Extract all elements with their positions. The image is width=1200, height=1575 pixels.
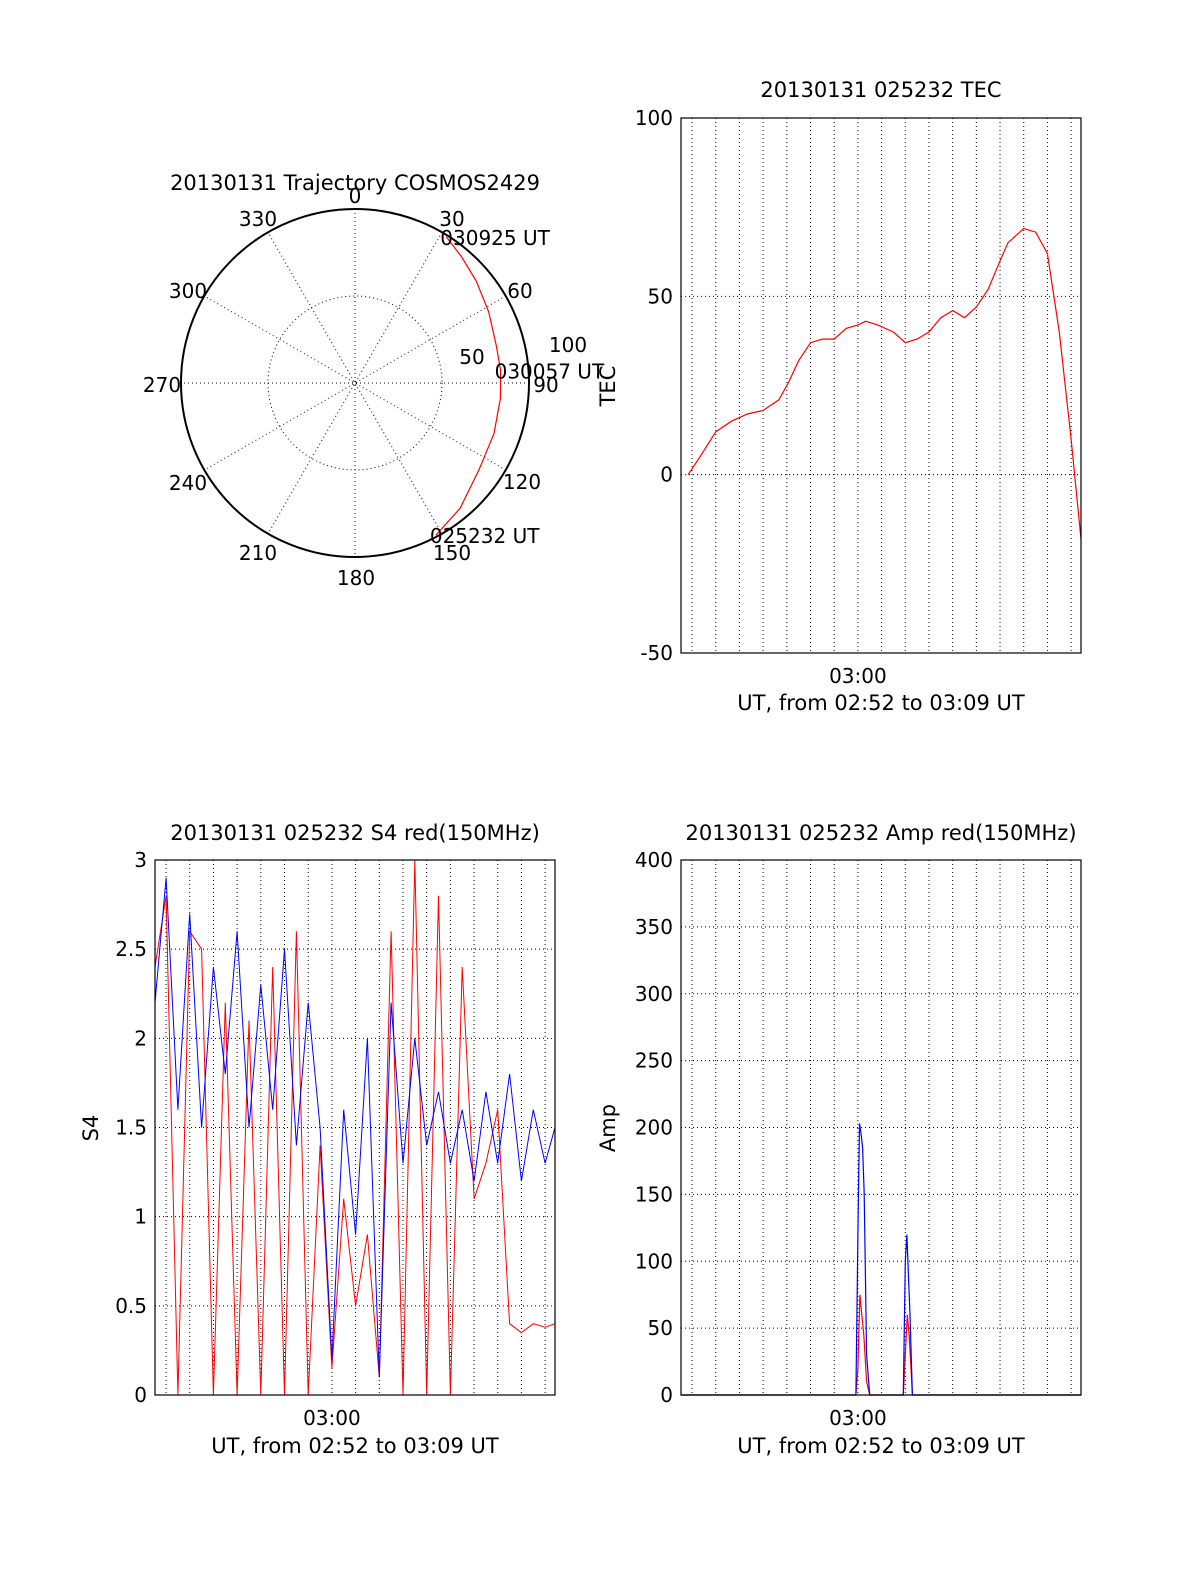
- polar-title: 20130131 Trajectory COSMOS2429: [170, 171, 540, 195]
- amp-y-ticks: 400 350 300 250 200 150 100 50 0: [635, 848, 673, 1407]
- amp-blue-series-line: [681, 1123, 1081, 1396]
- tec-title: 20130131 025232 TEC: [760, 78, 1001, 102]
- amp-ytick-label-4: 200: [635, 1116, 673, 1140]
- az-label-60: 60: [507, 279, 532, 303]
- amp-ytick-label-2: 300: [635, 982, 673, 1006]
- polar-outer-circle: [180, 208, 530, 558]
- amp-ylabel: Amp: [596, 1104, 620, 1152]
- s4-ytick-label-1: 2.5: [115, 937, 147, 961]
- az-label-330: 330: [239, 207, 277, 231]
- s4-ylabel: S4: [79, 1115, 103, 1142]
- amp-ytick-label-0: 400: [635, 848, 673, 872]
- radial-label-100: 100: [549, 333, 587, 357]
- amp-ytick-label-6: 100: [635, 1249, 673, 1273]
- tec-frame: [680, 117, 1082, 654]
- radial-label-50: 50: [459, 345, 484, 369]
- polar-annotation-0: 030925 UT: [440, 226, 550, 250]
- az-label-120: 120: [503, 470, 541, 494]
- s4-ytick-label-3: 1.5: [115, 1116, 147, 1140]
- tec-xtick-label-0: 03:00: [829, 664, 887, 688]
- amp-red-series-line: [681, 1294, 1081, 1396]
- s4-ytick-label-4: 1: [134, 1205, 147, 1229]
- s4-ytick-label-6: 0: [134, 1383, 147, 1407]
- s4-xlabel: UT, from 02:52 to 03:09 UT: [211, 1434, 499, 1458]
- amp-xlabel: UT, from 02:52 to 03:09 UT: [737, 1434, 1025, 1458]
- az-label-30: 30: [439, 207, 464, 231]
- s4-title: 20130131 025232 S4 red(150MHz): [170, 821, 540, 845]
- amp-grid: [681, 859, 1081, 1396]
- az-label-300: 300: [169, 279, 207, 303]
- s4-ytick-label-5: 0.5: [115, 1294, 147, 1318]
- s4-blue-series-line: [154, 877, 556, 1378]
- az-label-210: 210: [239, 541, 277, 565]
- tec-series-line: [687, 227, 1082, 539]
- polar-annotation-2: 025232 UT: [430, 524, 540, 548]
- amp-x-ticks: 03:00: [829, 1406, 887, 1430]
- polar-grid: [181, 209, 529, 557]
- amp-ytick-label-7: 50: [648, 1316, 673, 1340]
- tec-grid: [681, 117, 1081, 654]
- s4-ytick-label-0: 3: [134, 848, 147, 872]
- s4-grid: [155, 859, 555, 1396]
- tec-ytick-label-1: 50: [648, 284, 673, 308]
- s4-chart: 20130131 025232 S4 red(150MHz) 3 2.5 2 1.5 1…: [79, 821, 556, 1458]
- s4-x-ticks: 03:00: [303, 1406, 361, 1430]
- az-label-0: 0: [349, 184, 362, 208]
- amp-ytick-label-5: 150: [635, 1182, 673, 1206]
- az-label-180: 180: [337, 566, 375, 590]
- az-label-240: 240: [169, 471, 207, 495]
- polar-chart: 20130131 Trajectory COSMOS2429 0 30 60 9…: [143, 171, 605, 590]
- amp-frame: [680, 859, 1082, 1396]
- s4-xtick-label-0: 03:00: [303, 1406, 361, 1430]
- az-label-150: 150: [433, 541, 471, 565]
- polar-annotation-1: 030057 UT: [495, 359, 605, 383]
- s4-red-series-line: [154, 859, 556, 1396]
- tec-ytick-label-0: 100: [635, 106, 673, 130]
- amp-ytick-label-3: 250: [635, 1049, 673, 1073]
- amp-title: 20130131 025232 Amp red(150MHz): [685, 821, 1076, 845]
- tec-ytick-label-2: 0: [660, 463, 673, 487]
- az-label-90: 90: [533, 373, 558, 397]
- amp-ytick-label-1: 350: [635, 915, 673, 939]
- s4-frame: [154, 859, 556, 1396]
- s4-y-ticks: 3 2.5 2 1.5 1 0.5 0: [115, 848, 147, 1407]
- s4-ytick-label-2: 2: [134, 1026, 147, 1050]
- tec-xlabel: UT, from 02:52 to 03:09 UT: [737, 691, 1025, 715]
- tec-ytick-label-3: -50: [640, 641, 673, 665]
- tec-y-ticks: 100 50 0 -50: [635, 106, 673, 665]
- amp-chart: 20130131 025232 Amp red(150MHz) 400 350 30…: [596, 821, 1082, 1458]
- amp-ytick-label-8: 0: [660, 1383, 673, 1407]
- tec-ylabel: TEC: [596, 366, 620, 408]
- amp-xtick-label-0: 03:00: [829, 1406, 887, 1430]
- az-label-270: 270: [143, 373, 181, 397]
- polar-grid-circle-0: [267, 295, 443, 471]
- polar-azimuth-labels: 0 30 60 90 120 150 180 210 240 270 300 3…: [143, 184, 559, 590]
- polar-annotations: 030925 UT 030057 UT 025232 UT: [430, 226, 605, 548]
- polar-trajectory-line: [435, 236, 502, 536]
- tec-x-ticks: 03:00: [829, 664, 887, 688]
